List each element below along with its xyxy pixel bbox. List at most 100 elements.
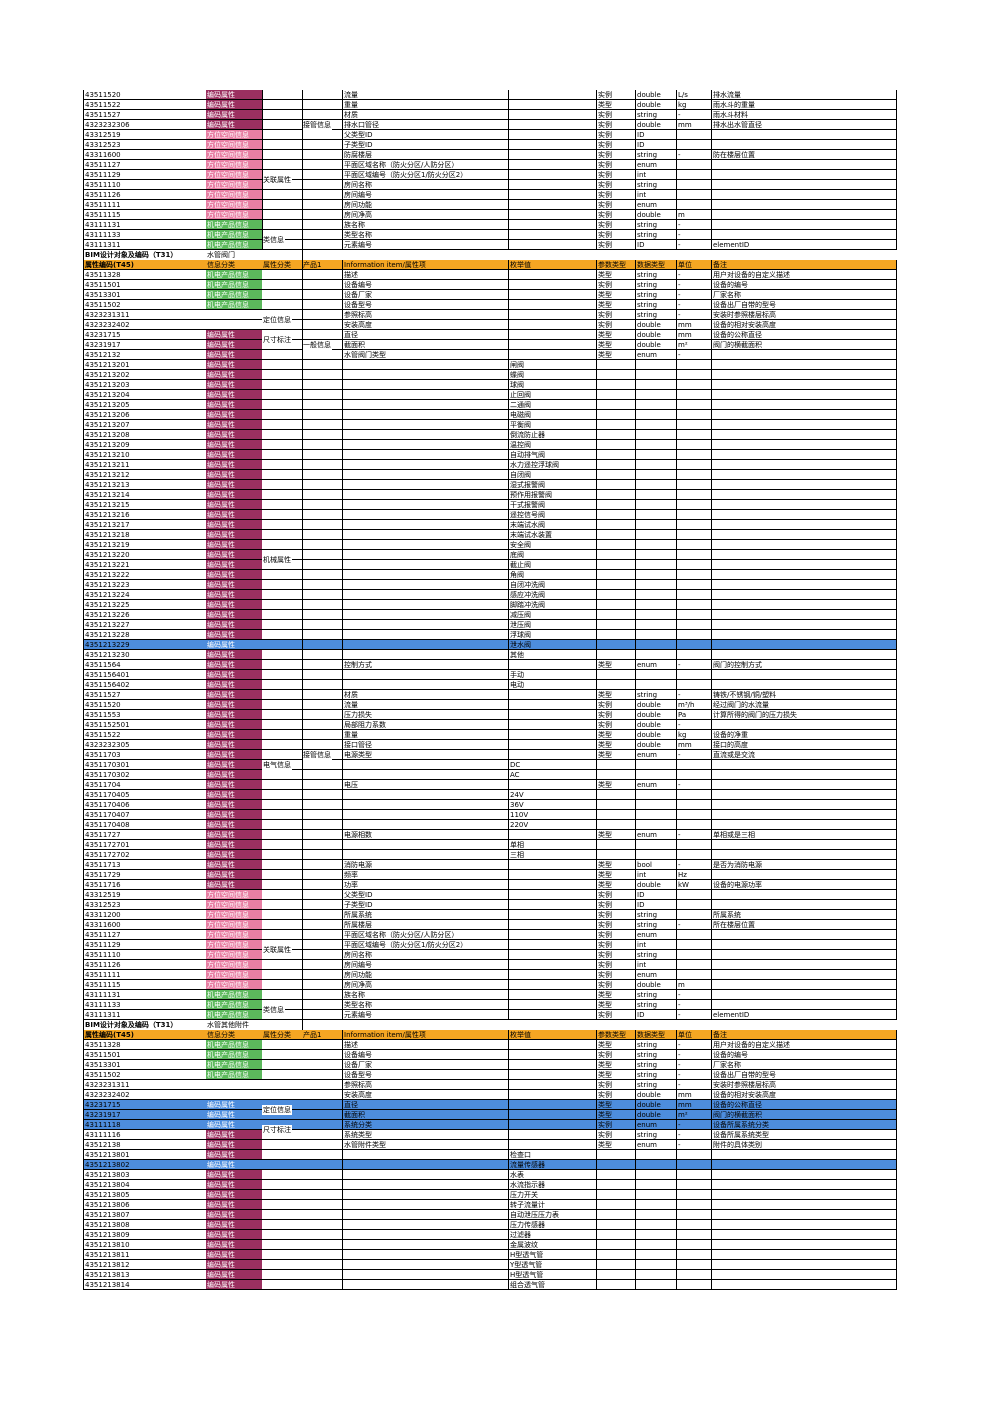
table-row: 4323232306 编码属性 排水口管径 实例 double mm 排水出水管直径 (83, 120, 897, 130)
remark-cell: 排水出水管直径 (711, 120, 897, 130)
code-cell: 4351213225 (83, 600, 206, 610)
enum-cell: 干式报警阀 (508, 500, 596, 510)
item-cell (342, 1170, 508, 1180)
param-type-cell (596, 1240, 635, 1250)
data-type-cell (635, 410, 676, 420)
info-class-cell: 编码属性 (206, 760, 262, 770)
info-class-cell: 编码属性 (206, 430, 262, 440)
header-attr-class-cell: 属性分类 (262, 1030, 302, 1040)
remark-cell (711, 540, 897, 550)
attr-class-cell (262, 680, 302, 690)
unit-cell (676, 510, 711, 520)
enum-cell (508, 160, 596, 170)
data-type-cell: enum (635, 930, 676, 940)
table-row: 43511527 编码属性 材质 类型 string - 铸铁/不锈钢/铜/塑料 (83, 690, 897, 700)
code-cell: 4351213209 (83, 440, 206, 450)
info-class-cell: 机电产品信息 (206, 1050, 262, 1060)
code-cell: 4351213207 (83, 420, 206, 430)
param-type-cell: 实例 (596, 130, 635, 140)
attr-class-cell (262, 1210, 302, 1220)
info-class-cell: 编码属性 (206, 800, 262, 810)
code-cell: 4351213202 (83, 370, 206, 380)
remark-cell (711, 480, 897, 490)
item-cell (342, 410, 508, 420)
enum-cell: 感应冲洗阀 (508, 590, 596, 600)
data-type-cell (635, 590, 676, 600)
info-class-cell: 机电产品信息 (206, 300, 262, 310)
unit-cell (676, 1260, 711, 1270)
item-cell: 压力损失 (342, 710, 508, 720)
info-class-cell: 编码属性 (206, 390, 262, 400)
table-row: 4351156402 编码属性 电动 (83, 680, 897, 690)
unit-cell (676, 170, 711, 180)
param-type-cell (596, 360, 635, 370)
remark-cell (711, 410, 897, 420)
attr-class-cell (262, 720, 302, 730)
param-type-cell: 实例 (596, 310, 635, 320)
code-cell: 43511527 (83, 690, 206, 700)
item-cell (342, 380, 508, 390)
product-cell (302, 270, 342, 280)
code-cell: 4351213229 (83, 640, 206, 650)
data-type-cell (635, 760, 676, 770)
attr-class-cell (262, 1280, 302, 1290)
enum-cell (508, 1110, 596, 1120)
remark-cell: 厂家名称 (711, 1060, 897, 1070)
enum-cell: 自动排气阀 (508, 450, 596, 460)
attr-class-cell (262, 1180, 302, 1190)
info-class-cell: 方位空间信息 (206, 130, 262, 140)
code-cell: 43511502 (83, 300, 206, 310)
info-class-cell: 编码属性 (206, 1160, 262, 1170)
data-type-cell: double (635, 700, 676, 710)
attr-class-cell (262, 540, 302, 550)
table-row: 43111131 机电产品信息 族名称 类型 string - (83, 990, 897, 1000)
data-type-cell: string (635, 1050, 676, 1060)
item-cell: 房间名称 (342, 950, 508, 960)
product-cell (302, 410, 342, 420)
param-type-cell: 实例 (596, 700, 635, 710)
group-label: 类信息 (262, 235, 285, 245)
enum-cell: DC (508, 760, 596, 770)
code-cell: 4351172701 (83, 840, 206, 850)
data-type-cell: double (635, 1110, 676, 1120)
header-product-cell: 产品1 (302, 1030, 342, 1040)
unit-cell: mm (676, 740, 711, 750)
param-type-cell (596, 540, 635, 550)
enum-cell (508, 660, 596, 670)
data-type-cell: double (635, 100, 676, 110)
param-type-cell: 类型 (596, 330, 635, 340)
item-cell (342, 1160, 508, 1170)
item-cell: 材质 (342, 690, 508, 700)
header-unit-cell: 单位 (676, 1030, 711, 1040)
attr-class-cell (262, 460, 302, 470)
param-type-cell (596, 1180, 635, 1190)
data-type-cell (635, 440, 676, 450)
data-type-cell (635, 390, 676, 400)
product-cell (302, 950, 342, 960)
data-type-cell: double (635, 340, 676, 350)
info-class-cell: 编码属性 (206, 1120, 262, 1130)
unit-cell (676, 760, 711, 770)
enum-cell (508, 280, 596, 290)
product-cell (302, 130, 342, 140)
info-class-cell: 编码属性 (206, 750, 262, 760)
product-cell (302, 680, 342, 690)
table-row: 43511111 方位空间信息 房间功能 实例 enum (83, 200, 897, 210)
remark-cell (711, 1270, 897, 1280)
info-class-cell: 编码属性 (206, 450, 262, 460)
param-type-cell: 实例 (596, 90, 635, 100)
product-cell (302, 700, 342, 710)
table-row: 43511729 编码属性 频率 类型 int Hz (83, 870, 897, 880)
info-class-cell: 方位空间信息 (206, 160, 262, 170)
unit-cell: - (676, 780, 711, 790)
item-cell: 房间净高 (342, 210, 508, 220)
remark-cell (711, 350, 897, 360)
data-type-cell: string (635, 1000, 676, 1010)
param-type-cell (596, 630, 635, 640)
remark-cell (711, 720, 897, 730)
code-cell: 4323232305 (83, 740, 206, 750)
item-cell (342, 470, 508, 480)
table-row: 43111133 机电产品信息 类型名称 实例 string - (83, 230, 897, 240)
param-type-cell (596, 1200, 635, 1210)
remark-cell (711, 1200, 897, 1210)
